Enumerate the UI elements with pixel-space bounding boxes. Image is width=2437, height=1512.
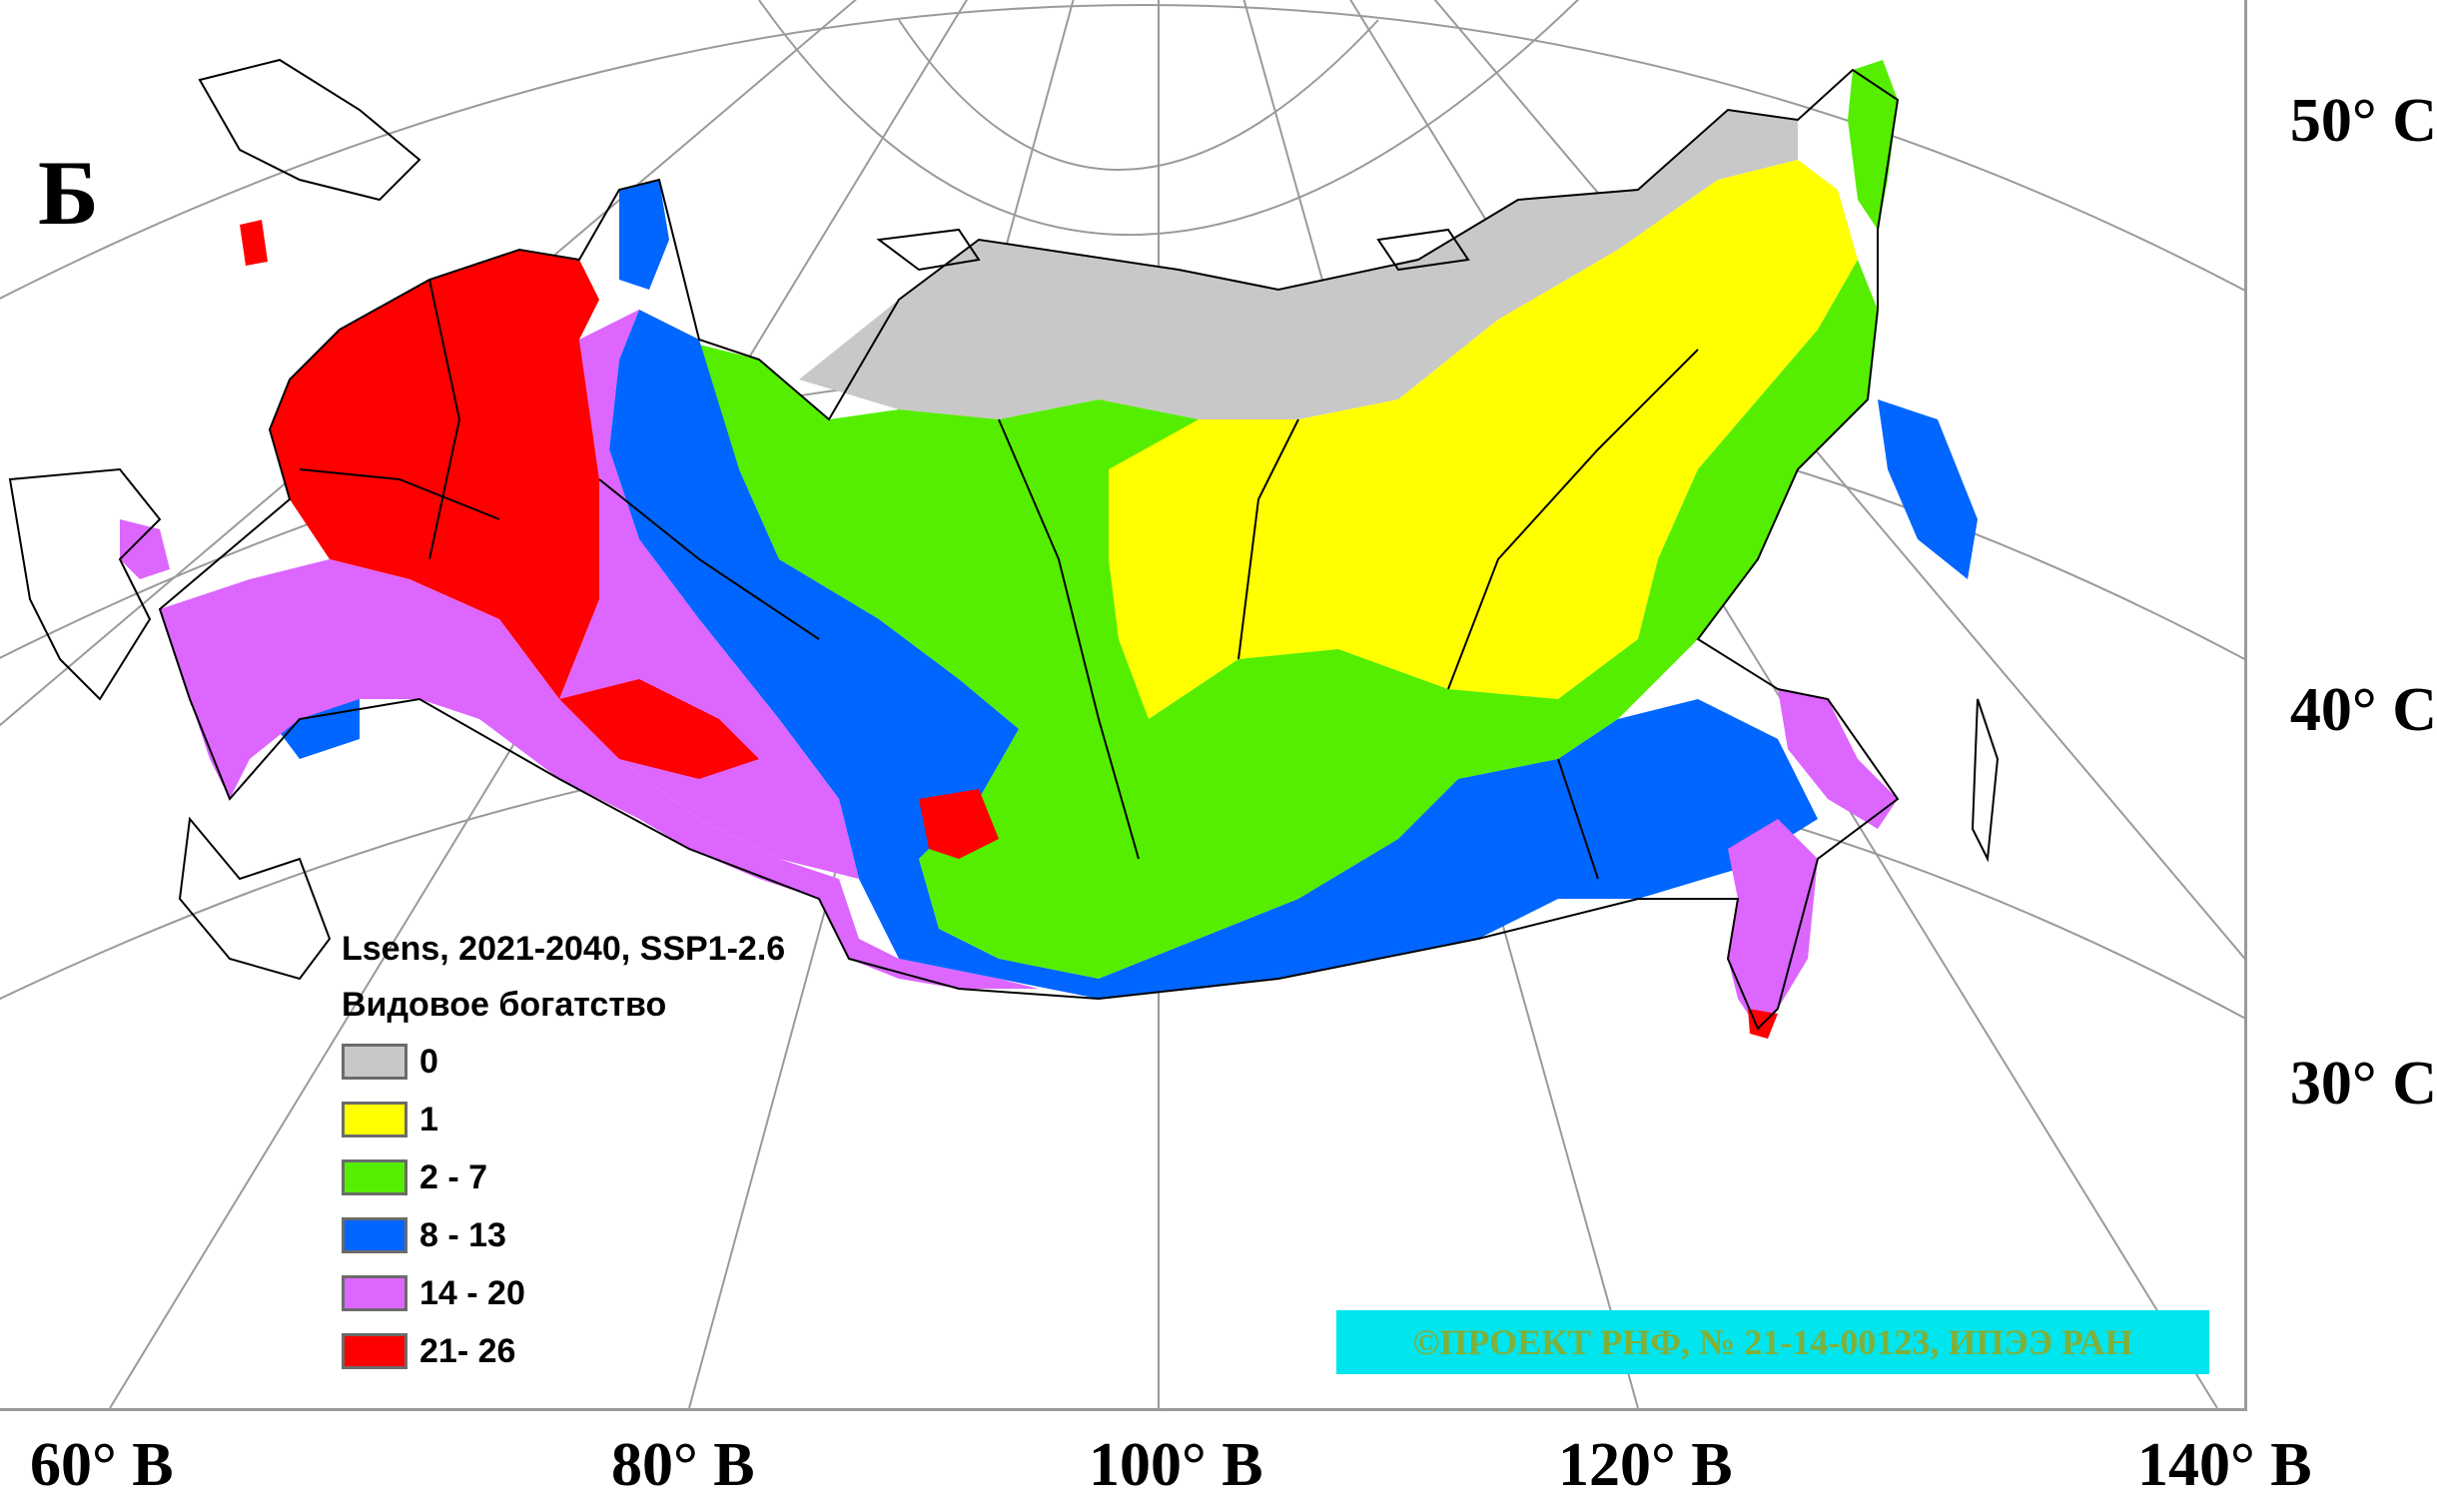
class-21-26-region — [559, 679, 759, 779]
legend-label: 0 — [419, 1042, 438, 1081]
richness-map — [120, 60, 1978, 1039]
legend-label: 2 - 7 — [419, 1157, 488, 1196]
legend-swatch — [342, 1102, 407, 1137]
map-canvas — [0, 0, 2247, 1409]
legend-swatch — [342, 1275, 407, 1311]
class-21-26-region — [270, 250, 599, 699]
legend-label: 1 — [419, 1100, 438, 1138]
class-21-26-region — [240, 220, 268, 266]
class-0-region — [799, 110, 1798, 419]
legend-swatch — [342, 1159, 407, 1195]
longitude-label-100: 100° В — [1089, 1431, 1263, 1499]
neighbor-outline — [8, 467, 162, 701]
legend-swatch — [342, 1044, 407, 1080]
legend-title: Lsens, 2021-2040, SSP1-2.6 — [342, 930, 786, 968]
legend-label: 21- 26 — [419, 1331, 516, 1370]
legend-subtitle: Видовое богатство — [342, 986, 667, 1024]
longitude-label-140: 140° В — [2137, 1431, 2312, 1499]
latitude-label-30: 30° С — [2289, 1050, 2437, 1118]
region-boundary — [299, 468, 500, 520]
legend-item: 0 — [342, 1033, 785, 1091]
class-21-26-region — [919, 789, 999, 859]
legend-item: 8 - 13 — [342, 1206, 785, 1264]
latitude-label-40: 40° С — [2289, 676, 2437, 744]
legend-rows: 0 1 2 - 7 8 - 13 14 - 20 21- 26 — [342, 1033, 785, 1380]
boundaries — [8, 58, 2000, 1031]
legend-item: 21- 26 — [342, 1322, 785, 1380]
region-boundary — [1237, 418, 1299, 660]
region-boundary — [428, 279, 461, 560]
legend: Lsens, 2021-2040, SSP1-2.6 Видовое богат… — [342, 921, 785, 1380]
class-8-13-region — [609, 310, 1818, 999]
legend-label: 14 - 20 — [419, 1273, 525, 1312]
latitude-line — [0, 4, 2247, 301]
neighbor-outline — [178, 816, 332, 981]
class-8-13-region — [1878, 399, 1978, 579]
neighbor-outline — [1376, 228, 1470, 272]
panel-letter: Б — [38, 142, 99, 244]
meridian-line — [1433, 0, 2247, 964]
latitude-label-50: 50° С — [2289, 87, 2437, 155]
class-14-20-region — [120, 519, 170, 579]
meridian-line — [1349, 0, 2218, 1409]
longitude-label-80: 80° В — [611, 1431, 755, 1499]
legend-item: 2 - 7 — [342, 1148, 785, 1206]
legend-item: 14 - 20 — [342, 1264, 785, 1322]
latitude-line — [898, 19, 1379, 171]
latitude-line — [758, 0, 1579, 236]
neighbor-outline — [1971, 698, 2000, 863]
neighbor-outline — [876, 228, 981, 272]
class-1-region — [1099, 160, 1858, 719]
longitude-label-60: 60° В — [30, 1431, 174, 1499]
legend-label: 8 - 13 — [419, 1215, 506, 1254]
copyright-banner: ©ПРОЕКТ РНФ, № 21-14-00123, ИПЭЭ РАН — [1336, 1310, 2209, 1374]
legend-swatch — [342, 1217, 407, 1253]
legend-item: 1 — [342, 1091, 785, 1148]
map-frame — [0, 0, 2247, 1411]
region-boundary — [1557, 758, 1599, 880]
region-boundary — [598, 478, 820, 640]
class-14-20-region — [160, 559, 1039, 989]
class-8-13-region — [619, 180, 669, 290]
region-boundary — [998, 418, 1140, 860]
legend-swatch — [342, 1333, 407, 1369]
neighbor-outline — [198, 58, 421, 202]
country-outline — [158, 68, 1900, 1031]
class-14-20-region — [1728, 819, 1818, 1029]
longitude-label-120: 120° В — [1558, 1431, 1733, 1499]
region-boundary — [1447, 349, 1699, 690]
class-14-20-region — [1778, 689, 1898, 829]
